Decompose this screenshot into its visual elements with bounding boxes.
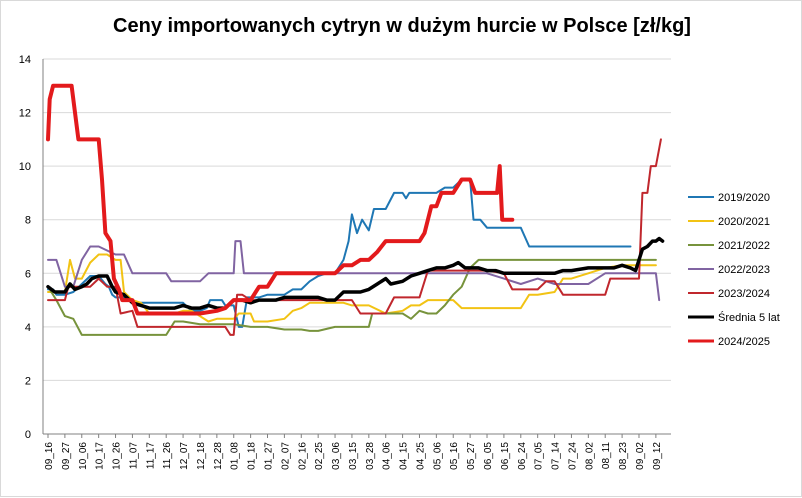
x-tick-label: 08_02 [584, 442, 595, 470]
y-tick-label: 12 [19, 108, 31, 120]
x-tick-label: 03_06 [331, 442, 342, 470]
x-tick-label: 11_17 [145, 442, 156, 470]
x-tick-label: 01_08 [230, 442, 241, 470]
x-tick-label: 11_07 [128, 442, 139, 470]
y-tick-label: 14 [19, 54, 31, 66]
chart-title: Ceny importowanych cytryn w dużym hurcie… [113, 15, 691, 37]
x-tick-label: 01_27 [264, 442, 275, 470]
x-tick-label: 05_06 [432, 442, 443, 470]
y-tick-label: 8 [25, 215, 31, 227]
x-tick-label: 02_25 [314, 442, 325, 470]
x-tick-label: 04_15 [399, 442, 410, 470]
x-tick-label: 03_28 [365, 442, 376, 470]
series-line [47, 253, 657, 323]
x-tick-label: 07_24 [567, 442, 578, 470]
x-tick-label: 04_25 [415, 442, 426, 470]
y-tick-label: 6 [25, 268, 31, 280]
x-tick-label: 12_28 [213, 442, 224, 470]
x-tick-label: 06_05 [483, 442, 494, 470]
x-tick-label: 04_06 [382, 442, 393, 470]
x-tick-label: 02_16 [297, 442, 308, 470]
x-tick-label: 12_18 [196, 442, 207, 470]
x-tick-label: 09_16 [44, 442, 55, 470]
legend-label: 2021/2022 [718, 240, 770, 252]
legend-label: 2023/2024 [718, 288, 770, 300]
x-tick-label: 01_18 [247, 442, 258, 470]
y-tick-label: 0 [25, 429, 31, 441]
x-tick-label: 09_27 [61, 442, 72, 470]
axes: 0 2 4 6 8 10 12 14 09_16 09_27 10_06 10_17 10_26 11_0… [19, 54, 671, 470]
y-tick-label: 10 [19, 161, 31, 173]
legend-label: 2020/2021 [718, 216, 770, 228]
x-tick-label: 03_15 [348, 442, 359, 470]
x-tick-label: 10_26 [112, 442, 123, 470]
x-tick-label: 08_23 [618, 442, 629, 470]
x-tick-label: 11_26 [162, 442, 173, 470]
series-line [46, 83, 515, 316]
series-lines [46, 83, 665, 336]
x-tick-label: 12_07 [179, 442, 190, 470]
x-tick-label: 09_12 [652, 442, 663, 470]
x-tick-label: 07_05 [534, 442, 545, 470]
legend-label: 2024/2025 [718, 336, 770, 348]
legend-label: 2019/2020 [718, 192, 770, 204]
series-line [47, 138, 662, 336]
x-tick-label: 02_07 [280, 442, 291, 470]
x-tick-label: 05_27 [466, 442, 477, 470]
x-tick-label: 06_15 [500, 442, 511, 470]
legend-label: Średnia 5 lat [718, 311, 780, 324]
x-tick-label: 05_16 [449, 442, 460, 470]
x-tick-label: 09_02 [635, 442, 646, 470]
x-tick-label: 07_14 [551, 442, 562, 470]
y-tick-label: 2 [25, 375, 31, 387]
y-tick-label: 4 [25, 322, 31, 334]
legend: 2019/2020 2020/2021 2021/2022 2022/2023 2023… [688, 192, 780, 348]
x-tick-label: 08_11 [601, 442, 612, 470]
x-tick-label: 10_06 [78, 442, 89, 470]
series-line [47, 258, 657, 336]
x-tick-label: 06_24 [517, 442, 528, 470]
gridlines [43, 58, 671, 381]
legend-label: 2022/2023 [718, 264, 770, 276]
x-tick-label: 10_17 [95, 442, 106, 470]
